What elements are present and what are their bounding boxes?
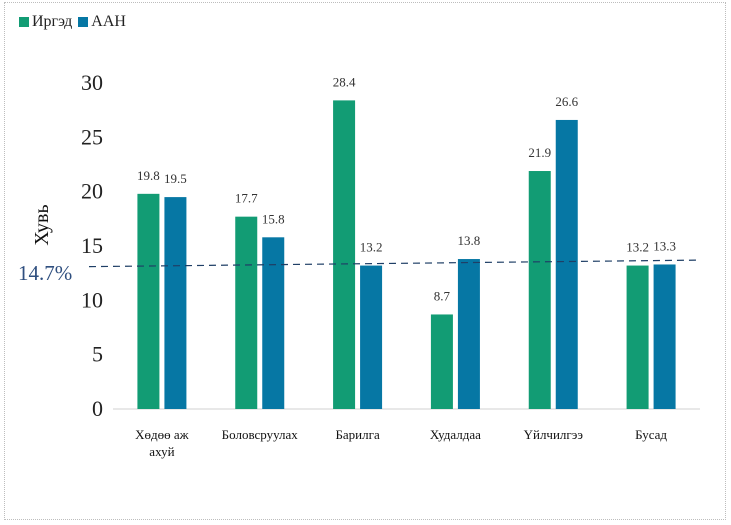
legend: Иргэд ААН: [19, 13, 132, 31]
reference-line: [88, 259, 698, 268]
bar-citizens-services: [528, 171, 551, 409]
legend-item-companies: ААН: [78, 13, 126, 31]
legend-label-citizens: Иргэд: [32, 13, 73, 30]
bar-citizens-trade: [430, 314, 453, 409]
data-label-citizens-agriculture: 19.8: [137, 168, 160, 183]
legend-label-companies: ААН: [91, 13, 126, 30]
bar-companies-manufacturing: [262, 237, 285, 409]
y-tick-label-25: 25: [81, 124, 103, 149]
bar-chart: 0 5 10 15 20 25 30 Хувь 19.8 19.5 Хөдөө аж ахуй 17.7…: [18, 70, 700, 459]
bar-citizens-agriculture: [137, 193, 160, 409]
data-label-companies-other: 13.3: [653, 238, 676, 253]
y-tick-label-15: 15: [81, 233, 103, 258]
bar-companies-trade: [457, 259, 480, 409]
legend-item-citizens: Иргэд: [19, 13, 72, 31]
data-label-companies-construction: 13.2: [360, 240, 383, 255]
bar-citizens-construction: [333, 100, 356, 410]
y-tick-label-5: 5: [92, 342, 103, 367]
data-label-citizens-other: 13.2: [626, 240, 649, 255]
data-label-companies-trade: 13.8: [458, 233, 481, 248]
data-label-citizens-manufacturing: 17.7: [235, 191, 258, 206]
bar-citizens-other: [626, 265, 649, 409]
y-tick-label-0: 0: [92, 396, 103, 421]
y-tick-label-10: 10: [81, 287, 103, 312]
bar-companies-construction: [360, 265, 383, 409]
legend-swatch-citizens: [19, 17, 29, 27]
data-label-citizens-trade: 8.7: [434, 288, 451, 303]
data-label-citizens-services: 21.9: [528, 145, 551, 160]
legend-swatch-companies: [78, 17, 89, 27]
bar-companies-other: [653, 264, 676, 409]
chart-frame: Иргэд ААН 0 5 10 15 20 25 30 Хувь 19.8 19.5 Хөдөө …: [4, 2, 726, 520]
category-label-other: Бусад: [635, 427, 667, 442]
y-tick-label-20: 20: [81, 179, 103, 204]
data-label-citizens-construction: 28.4: [333, 74, 356, 89]
category-label-agriculture: Хөдөө аж: [135, 427, 190, 442]
y-axis-label: Хувь: [31, 204, 53, 245]
category-label-manufacturing: Боловсруулах: [222, 427, 299, 442]
data-label-companies-services: 26.6: [555, 94, 578, 109]
data-label-companies-manufacturing: 15.8: [262, 211, 285, 226]
reference-line-label: 14.7%: [18, 261, 72, 285]
category-label-trade: Худалдаа: [430, 427, 481, 442]
bar-companies-agriculture: [164, 197, 187, 409]
bar-citizens-manufacturing: [235, 216, 258, 409]
category-label-agriculture-line2: ахуй: [149, 444, 174, 459]
y-tick-label-30: 30: [81, 70, 103, 95]
category-label-construction: Барилга: [335, 427, 380, 442]
data-label-companies-agriculture: 19.5: [164, 171, 187, 186]
bar-companies-services: [555, 119, 578, 410]
category-label-services: Үйлчилгээ: [524, 427, 584, 442]
